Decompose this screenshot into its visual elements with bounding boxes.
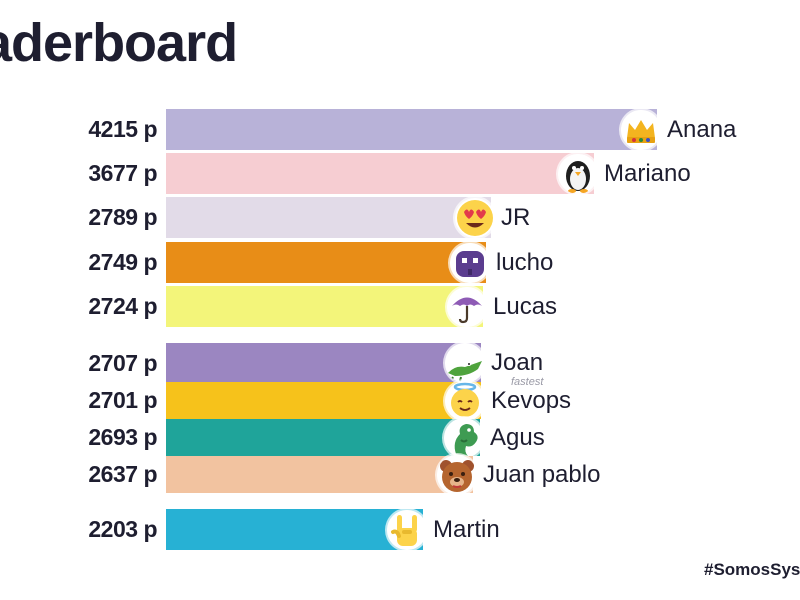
score-bar <box>166 419 480 456</box>
score-label: 3677 p <box>88 160 157 186</box>
leaderboard-row: 2701 p Kevops fastest <box>0 376 800 421</box>
player-name: JR <box>501 203 531 231</box>
score-bar <box>166 509 423 550</box>
player-name: Kevops <box>491 386 572 414</box>
leaderboard-row: 2749 p lucho <box>0 242 800 283</box>
score-label: 2693 p <box>88 424 157 450</box>
score-label: 2701 p <box>88 387 157 413</box>
penguin-icon <box>558 153 598 194</box>
score-bar <box>166 153 594 194</box>
score-label: 2637 p <box>88 461 157 487</box>
score-bar <box>166 343 481 383</box>
score-bar <box>166 197 491 238</box>
rock-hand-icon <box>387 509 427 550</box>
dragon-icon <box>444 417 484 458</box>
leaderboard-row: 2203 p Martin <box>0 509 800 550</box>
score-label: 2749 p <box>88 249 157 275</box>
score-label: 2707 p <box>88 349 157 376</box>
score-bar <box>166 456 473 493</box>
leaderboard-row: 2637 p Juan pablo <box>0 454 800 495</box>
score-bar <box>166 242 486 283</box>
crocodile-icon <box>445 343 485 383</box>
player-name: lucho <box>496 248 554 276</box>
player-name: Anana <box>667 115 737 143</box>
score-bar <box>166 382 481 419</box>
score-label: 2203 p <box>88 516 157 542</box>
leaderboard-row: 2789 p JR <box>0 197 800 238</box>
heart-eyes-face-icon <box>455 197 495 238</box>
score-label: 2724 p <box>88 293 157 319</box>
crown-icon <box>621 109 661 150</box>
player-name: Joan <box>491 349 544 376</box>
badge-label: fastest <box>511 376 544 388</box>
player-name: Mariano <box>604 159 691 187</box>
leaderboard-row: 2724 p Lucas <box>0 286 800 327</box>
score-bar <box>166 286 483 327</box>
player-name: Juan pablo <box>483 460 601 488</box>
umbrella-icon <box>447 286 487 327</box>
leaderboard-row: 3677 p Mariano <box>0 153 800 194</box>
page-title: aderboard <box>0 13 238 73</box>
score-label: 2789 p <box>88 204 157 230</box>
bear-face-icon <box>437 454 477 495</box>
hashtag-label: #SomosSys <box>704 560 800 579</box>
score-bar <box>166 109 657 150</box>
leaderboard-row: 2707 p Joan <box>0 343 800 383</box>
score-label: 4215 p <box>88 116 157 142</box>
player-name: Agus <box>490 423 545 451</box>
player-name: Lucas <box>493 292 558 320</box>
space-invader-icon <box>450 242 490 283</box>
angel-face-icon <box>445 380 485 421</box>
leaderboard-row: 2693 p Agus <box>0 417 800 458</box>
leaderboard-row: 4215 p Anana <box>0 109 800 150</box>
player-name: Martin <box>433 515 500 543</box>
